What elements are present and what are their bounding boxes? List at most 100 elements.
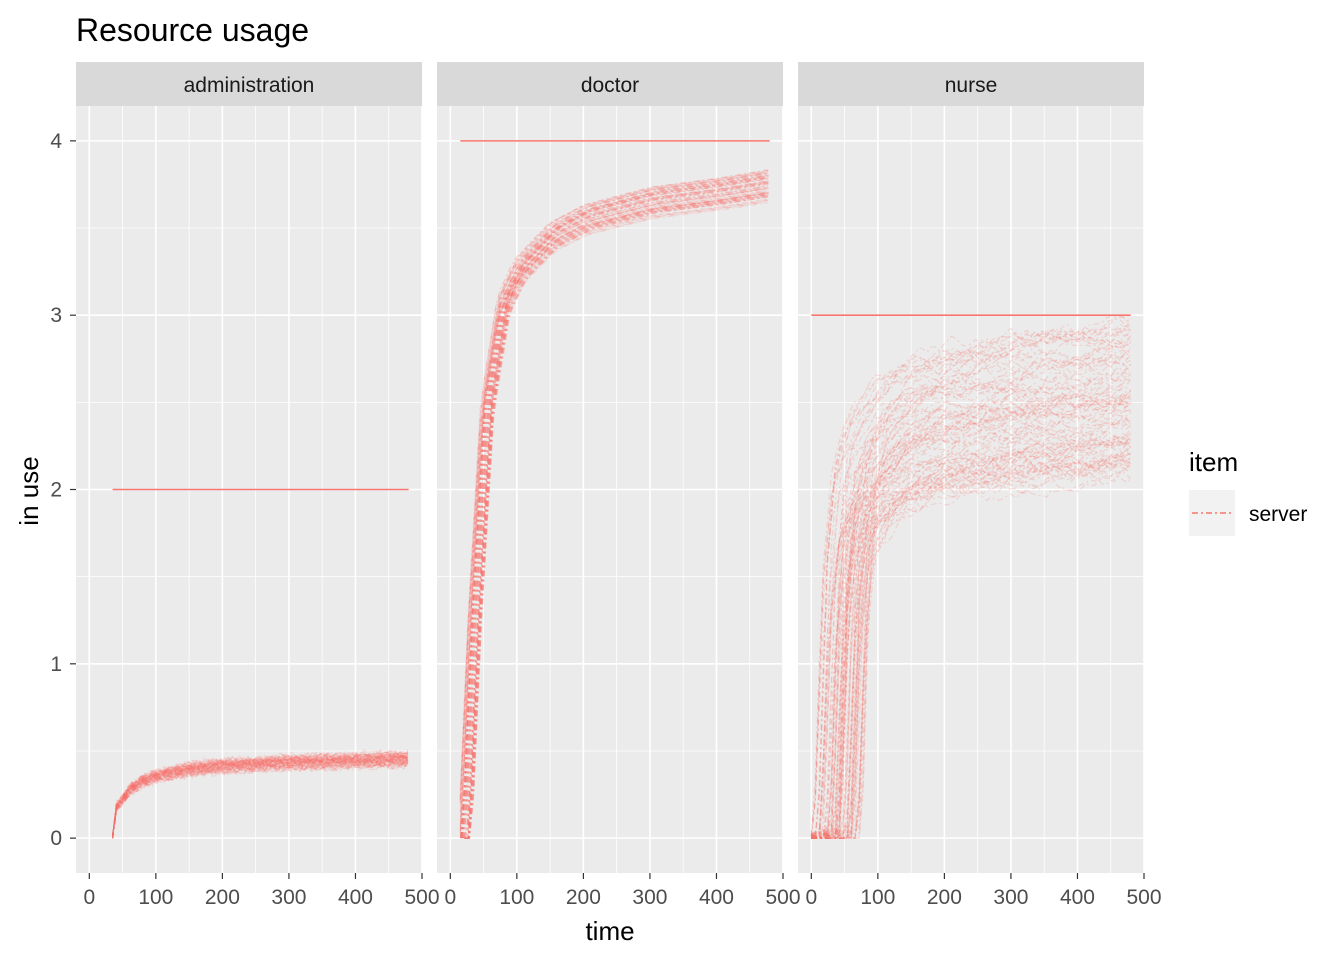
server-line: [112, 750, 409, 839]
x-tick-label: 400: [338, 886, 373, 909]
server-line: [459, 192, 768, 831]
server-line: [460, 199, 769, 839]
server-line: [463, 191, 768, 839]
server-line: [810, 346, 1132, 838]
server-line: [811, 401, 1131, 839]
server-line: [460, 169, 769, 839]
server-line: [460, 182, 769, 839]
server-line: [811, 458, 1131, 839]
server-line: [459, 170, 768, 801]
server-line: [112, 755, 409, 839]
x-tick-label: 400: [699, 886, 734, 909]
server-line: [461, 182, 770, 839]
server-line: [459, 175, 768, 839]
server-line: [459, 194, 768, 814]
server-line: [811, 390, 1132, 839]
server-line: [112, 752, 409, 838]
server-line: [811, 355, 1132, 838]
server-line: [464, 182, 768, 839]
server-line: [464, 182, 768, 839]
server-line: [112, 759, 409, 839]
server-line: [462, 172, 767, 839]
server-line: [460, 181, 769, 839]
server-line: [811, 363, 1132, 839]
server-line: [462, 178, 767, 839]
server-line: [112, 751, 409, 836]
server-line: [112, 755, 409, 839]
server-line: [459, 185, 768, 830]
server-line: [112, 759, 409, 839]
x-tick-label: 500: [1126, 886, 1161, 909]
server-line: [112, 754, 409, 838]
server-line: [112, 754, 409, 836]
server-line: [465, 176, 769, 839]
server-line: [112, 754, 409, 836]
server-line: [810, 414, 1132, 839]
server-line: [810, 340, 1132, 837]
server-line: [463, 196, 768, 839]
server-line: [112, 755, 409, 839]
server-line: [464, 187, 769, 839]
server-line: [811, 329, 1132, 839]
server-line: [811, 367, 1132, 839]
server-line: [112, 760, 409, 836]
server-line: [112, 754, 409, 836]
server-line: [811, 419, 1132, 839]
server-line: [112, 760, 409, 837]
server-line: [811, 452, 1131, 839]
server-line: [811, 378, 1131, 839]
server-line: [112, 752, 409, 839]
x-tick-label: 100: [499, 886, 534, 909]
server-line: [461, 172, 766, 839]
server-line: [112, 761, 409, 839]
chart-title: Resource usage: [76, 12, 309, 48]
server-line: [112, 754, 409, 836]
legend-item-server: server: [1249, 503, 1307, 526]
server-line: [112, 749, 409, 839]
server-line: [112, 755, 409, 836]
server-line: [811, 390, 1132, 839]
x-tick-label: 500: [404, 886, 439, 909]
server-line: [811, 458, 1132, 839]
server-line: [460, 178, 769, 839]
server-line: [811, 370, 1132, 839]
y-tick-label: 4: [50, 130, 62, 153]
server-line: [112, 758, 409, 837]
server-line: [112, 757, 409, 839]
server-line: [112, 758, 409, 839]
x-tick-label: 400: [1060, 886, 1095, 909]
server-line: [112, 751, 409, 838]
server-line: [464, 196, 768, 839]
server-line: [464, 187, 769, 839]
server-line: [459, 192, 768, 800]
server-line: [462, 191, 767, 839]
server-line: [811, 328, 1131, 839]
server-line: [112, 755, 409, 839]
server-line: [112, 751, 409, 839]
y-tick-label: 3: [50, 304, 62, 327]
server-line: [810, 456, 1131, 838]
server-line: [112, 750, 409, 836]
server-line: [112, 755, 409, 839]
server-line: [811, 382, 1131, 839]
server-line: [464, 175, 768, 839]
server-line: [811, 421, 1131, 839]
server-line: [460, 187, 769, 839]
facet-strip: [76, 62, 422, 106]
server-line: [459, 177, 768, 822]
server-line: [462, 176, 767, 839]
server-line: [810, 358, 1132, 835]
server-line: [112, 758, 409, 839]
server-line: [811, 428, 1132, 839]
server-line: [811, 323, 1131, 839]
server-line: [460, 187, 770, 839]
server-line: [459, 198, 768, 839]
server-line: [460, 183, 769, 839]
server-line: [811, 439, 1132, 839]
server-line: [464, 195, 769, 839]
server-line: [112, 755, 409, 839]
server-line: [811, 321, 1132, 839]
server-line: [112, 756, 409, 839]
server-line: [112, 760, 409, 837]
